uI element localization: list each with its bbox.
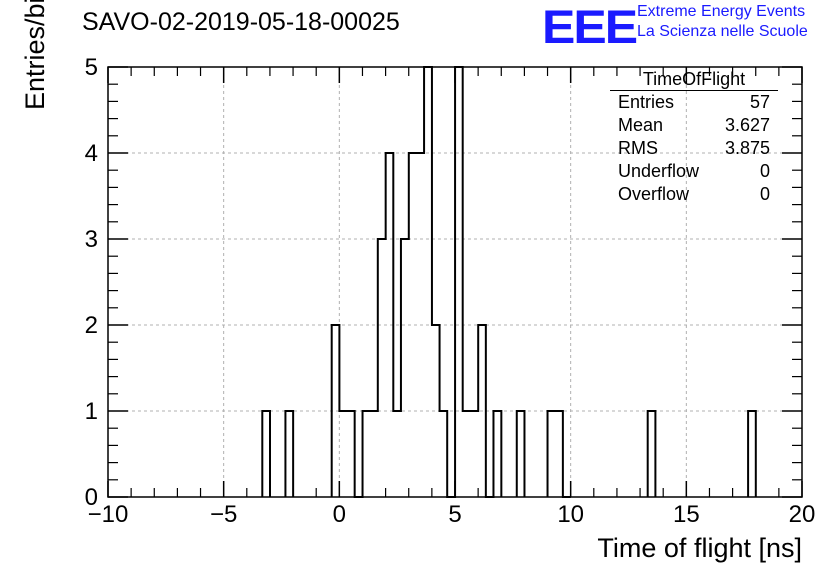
stats-label: Overflow bbox=[618, 184, 690, 204]
histogram-bin bbox=[748, 411, 756, 497]
histogram-bin bbox=[332, 325, 340, 497]
histogram-bin bbox=[386, 153, 394, 497]
y-tick-label: 2 bbox=[85, 312, 98, 339]
histogram-bin bbox=[370, 411, 378, 497]
stats-row: RMS 3.875 bbox=[610, 137, 778, 160]
run-title: SAVO-02-2019-05-18-00025 bbox=[82, 8, 400, 36]
y-tick-label: 0 bbox=[85, 484, 98, 511]
histogram-bin bbox=[470, 411, 478, 497]
stats-value: 0 bbox=[759, 161, 770, 181]
y-tick-label: 3 bbox=[85, 226, 98, 253]
histogram-bin bbox=[362, 411, 370, 497]
x-tick-label: 15 bbox=[673, 501, 700, 528]
x-tick-label: −10 bbox=[88, 501, 129, 528]
x-tick-label: 0 bbox=[333, 501, 346, 528]
y-axis-title: Entries/bin bbox=[20, 0, 50, 110]
stats-title: TimeOfFlight bbox=[610, 68, 778, 91]
histogram-step-line bbox=[261, 66, 757, 498]
histogram-bin bbox=[409, 153, 417, 497]
histogram-bin bbox=[424, 67, 432, 497]
stats-row: Underflow 0 bbox=[610, 160, 778, 183]
x-tick-label: −5 bbox=[210, 501, 237, 528]
y-tick-label: 4 bbox=[85, 140, 98, 167]
histogram-bin bbox=[347, 411, 355, 497]
histogram-bin bbox=[393, 411, 401, 497]
histogram-bin bbox=[463, 411, 471, 497]
y-tick-label: 5 bbox=[85, 54, 98, 81]
histogram-bin bbox=[478, 325, 486, 497]
stats-box: TimeOfFlight Entries 57 Mean 3.627 RMS 3.87… bbox=[610, 68, 778, 206]
stats-row: Overflow 0 bbox=[610, 183, 778, 206]
histogram-bin bbox=[555, 411, 563, 497]
histogram-bin bbox=[416, 153, 424, 497]
x-tick-label: 10 bbox=[557, 501, 584, 528]
histogram-bin bbox=[401, 239, 409, 497]
stats-row: Entries 57 bbox=[610, 91, 778, 114]
stats-row: Mean 3.627 bbox=[610, 114, 778, 137]
x-axis-title: Time of flight [ns] bbox=[597, 533, 802, 563]
tick-labels: −10 −5 0 5 10 15 20 0 1 2 3 4 5 bbox=[85, 54, 816, 528]
histogram-bin bbox=[440, 411, 448, 497]
histogram-bin bbox=[432, 325, 440, 497]
histogram-bin bbox=[285, 411, 293, 497]
stats-label: Mean bbox=[618, 115, 664, 135]
histogram-bin bbox=[378, 239, 386, 497]
stats-label: RMS bbox=[618, 138, 658, 158]
histogram-bin bbox=[494, 411, 502, 497]
stats-value: 3.875 bbox=[724, 138, 770, 158]
y-tick-label: 1 bbox=[85, 398, 98, 425]
stats-value: 57 bbox=[749, 92, 770, 112]
x-tick-label: 5 bbox=[448, 501, 461, 528]
grid-lines bbox=[108, 67, 802, 497]
logo-line-1: Extreme Energy Events bbox=[637, 3, 806, 20]
histogram-bin bbox=[262, 411, 270, 497]
x-tick-label: 20 bbox=[789, 501, 816, 528]
histogram-bin bbox=[517, 411, 525, 497]
stats-label: Underflow bbox=[618, 161, 700, 181]
stats-value: 3.627 bbox=[724, 115, 770, 135]
histogram-bin bbox=[339, 411, 347, 497]
eee-logo: EEE bbox=[542, 0, 638, 54]
stats-label: Entries bbox=[618, 92, 675, 112]
stats-value: 0 bbox=[759, 184, 770, 204]
histogram-bin bbox=[455, 67, 463, 497]
histogram-bin bbox=[548, 411, 556, 497]
histogram-bin bbox=[648, 411, 656, 497]
logo-line-2: La Scienza nelle Scuole bbox=[637, 23, 808, 40]
